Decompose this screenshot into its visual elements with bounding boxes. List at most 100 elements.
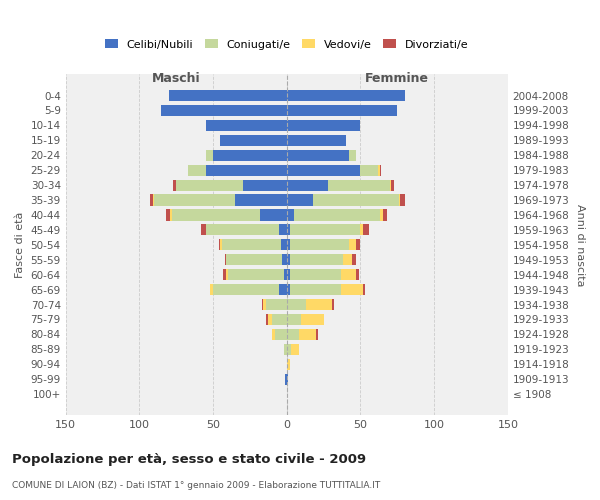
Bar bbox=[287, 254, 290, 266]
Bar bbox=[285, 374, 287, 384]
Bar bbox=[287, 239, 290, 250]
Bar bbox=[380, 164, 381, 176]
Bar bbox=[349, 150, 356, 161]
Bar bbox=[213, 284, 280, 295]
Bar bbox=[275, 329, 287, 340]
Bar bbox=[364, 224, 369, 235]
Text: Popolazione per età, sesso e stato civile - 2009: Popolazione per età, sesso e stato civil… bbox=[12, 452, 366, 466]
Bar bbox=[154, 194, 235, 205]
Bar bbox=[391, 180, 394, 190]
Bar bbox=[378, 164, 380, 176]
Bar bbox=[287, 269, 290, 280]
Bar bbox=[341, 269, 356, 280]
Bar bbox=[287, 210, 294, 220]
Bar bbox=[399, 194, 400, 205]
Bar bbox=[284, 344, 287, 355]
Bar bbox=[287, 314, 301, 325]
Bar bbox=[170, 210, 172, 220]
Bar bbox=[220, 239, 222, 250]
Bar bbox=[266, 299, 287, 310]
Bar bbox=[188, 164, 206, 176]
Bar bbox=[290, 284, 341, 295]
Bar bbox=[242, 180, 287, 190]
Bar bbox=[281, 239, 287, 250]
Text: Femmine: Femmine bbox=[365, 72, 429, 85]
Bar bbox=[226, 269, 228, 280]
Legend: Celibi/Nubili, Coniugati/e, Vedovi/e, Divorziati/e: Celibi/Nubili, Coniugati/e, Vedovi/e, Di… bbox=[101, 36, 472, 53]
Bar bbox=[313, 194, 399, 205]
Bar bbox=[349, 239, 356, 250]
Bar bbox=[352, 254, 356, 266]
Bar bbox=[301, 314, 323, 325]
Bar bbox=[287, 329, 299, 340]
Bar bbox=[287, 194, 313, 205]
Bar bbox=[201, 224, 206, 235]
Bar bbox=[161, 105, 287, 116]
Bar bbox=[166, 210, 170, 220]
Bar bbox=[283, 254, 287, 266]
Bar bbox=[226, 254, 283, 266]
Bar bbox=[213, 150, 287, 161]
Bar bbox=[272, 329, 275, 340]
Bar bbox=[210, 284, 213, 295]
Bar bbox=[364, 284, 365, 295]
Bar bbox=[228, 269, 284, 280]
Bar bbox=[225, 254, 226, 266]
Bar bbox=[223, 269, 226, 280]
Bar bbox=[268, 314, 272, 325]
Bar bbox=[287, 150, 349, 161]
Text: COMUNE DI LAION (BZ) - Dati ISTAT 1° gennaio 2009 - Elaborazione TUTTITALIA.IT: COMUNE DI LAION (BZ) - Dati ISTAT 1° gen… bbox=[12, 480, 380, 490]
Bar bbox=[263, 299, 266, 310]
Bar bbox=[287, 299, 306, 310]
Bar bbox=[219, 239, 220, 250]
Bar bbox=[266, 314, 268, 325]
Bar bbox=[287, 180, 328, 190]
Bar bbox=[332, 299, 334, 310]
Bar bbox=[383, 210, 387, 220]
Bar bbox=[287, 164, 361, 176]
Bar bbox=[400, 194, 404, 205]
Bar bbox=[206, 150, 213, 161]
Bar bbox=[206, 224, 280, 235]
Bar bbox=[152, 194, 154, 205]
Bar bbox=[287, 105, 397, 116]
Bar bbox=[316, 329, 318, 340]
Bar bbox=[380, 210, 383, 220]
Bar bbox=[328, 180, 390, 190]
Bar bbox=[220, 135, 287, 146]
Bar bbox=[287, 344, 291, 355]
Bar bbox=[361, 164, 378, 176]
Bar bbox=[361, 224, 364, 235]
Bar bbox=[280, 224, 287, 235]
Bar bbox=[290, 254, 343, 266]
Bar bbox=[149, 194, 152, 205]
Bar bbox=[290, 224, 361, 235]
Bar bbox=[280, 284, 287, 295]
Bar bbox=[173, 180, 176, 190]
Bar bbox=[287, 374, 288, 384]
Bar bbox=[206, 120, 287, 131]
Bar bbox=[287, 284, 290, 295]
Bar bbox=[169, 90, 287, 101]
Bar bbox=[356, 269, 359, 280]
Bar bbox=[290, 239, 349, 250]
Bar bbox=[343, 254, 352, 266]
Bar bbox=[299, 329, 316, 340]
Bar bbox=[272, 314, 287, 325]
Bar bbox=[287, 120, 361, 131]
Bar bbox=[290, 269, 341, 280]
Bar bbox=[287, 90, 404, 101]
Bar bbox=[284, 269, 287, 280]
Bar bbox=[306, 299, 332, 310]
Bar bbox=[206, 164, 287, 176]
Bar bbox=[291, 344, 299, 355]
Bar bbox=[287, 135, 346, 146]
Y-axis label: Anni di nascita: Anni di nascita bbox=[575, 204, 585, 286]
Bar bbox=[260, 210, 287, 220]
Bar bbox=[294, 210, 380, 220]
Bar bbox=[341, 284, 364, 295]
Bar bbox=[287, 358, 290, 370]
Bar bbox=[222, 239, 281, 250]
Bar bbox=[176, 180, 242, 190]
Text: Maschi: Maschi bbox=[152, 72, 200, 85]
